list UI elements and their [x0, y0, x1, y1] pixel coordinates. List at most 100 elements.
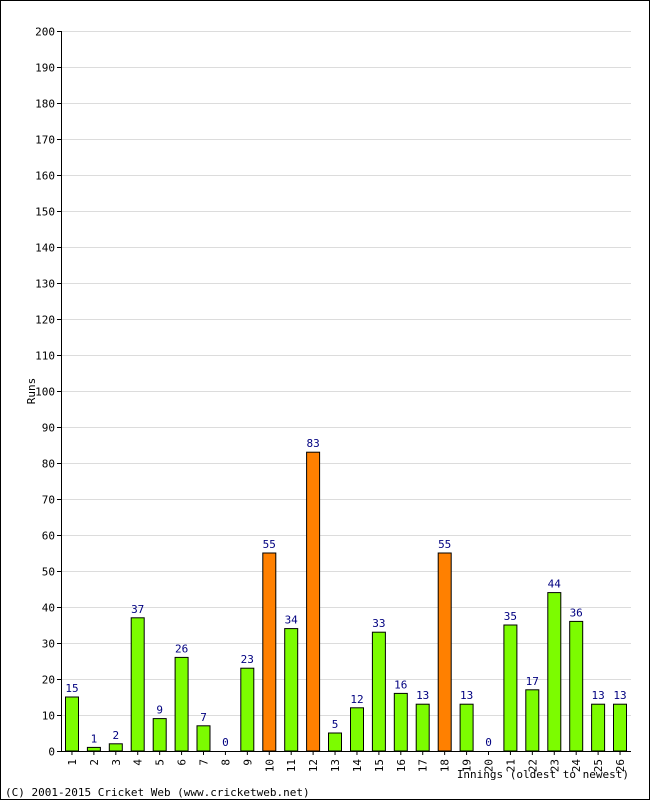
y-axis-label: Runs [25, 378, 38, 405]
bar [393, 692, 408, 752]
bar-value-label: 5 [332, 718, 339, 731]
bar [240, 667, 255, 752]
bar [525, 689, 540, 752]
x-tick-label: 1 [66, 759, 79, 766]
bar-value-label: 44 [548, 578, 562, 591]
y-tick-label: 40 [42, 602, 55, 615]
bar-value-label: 13 [591, 689, 604, 702]
bar-value-label: 13 [460, 689, 473, 702]
bar-value-label: 1 [91, 732, 98, 745]
y-tick-label: 10 [42, 710, 55, 723]
y-tick-label: 110 [35, 350, 55, 363]
bar [306, 451, 321, 752]
bar-value-label: 2 [112, 729, 119, 742]
bar-value-label: 12 [350, 693, 363, 706]
bar-value-label: 26 [175, 642, 188, 655]
bar-value-label: 16 [394, 678, 407, 691]
y-tick-label: 50 [42, 566, 55, 579]
bar-value-label: 55 [438, 538, 451, 551]
x-tick-label: 22 [526, 759, 539, 772]
x-tick-label: 24 [570, 759, 583, 773]
bar-value-label: 7 [200, 711, 207, 724]
x-tick-label: 3 [110, 759, 123, 766]
bar [152, 718, 167, 752]
y-tick-label: 200 [35, 26, 55, 39]
x-tick-label: 15 [373, 759, 386, 772]
y-tick-label: 90 [42, 422, 55, 435]
bar [350, 707, 364, 752]
bar-value-label: 83 [306, 437, 319, 450]
bar [503, 624, 518, 752]
y-tick-label: 190 [35, 62, 55, 75]
y-tick-label: 150 [35, 206, 55, 219]
bar-value-label: 17 [526, 675, 539, 688]
axes [57, 31, 631, 755]
x-tick-label: 9 [241, 759, 254, 766]
y-tick-label: 80 [42, 458, 55, 471]
x-tick-label: 17 [417, 759, 430, 772]
bar [262, 552, 277, 752]
copyright-text: (C) 2001-2015 Cricket Web (www.cricketwe… [5, 786, 310, 799]
y-tick-label: 100 [35, 386, 55, 399]
x-tick-label: 11 [285, 759, 298, 772]
bar-value-label: 9 [156, 704, 163, 717]
x-tick-label: 7 [198, 759, 211, 766]
x-tick-label: 19 [461, 759, 474, 772]
bar-value-label: 13 [416, 689, 429, 702]
bar [547, 592, 562, 752]
x-tick-label: 5 [154, 759, 167, 766]
y-tick-label: 130 [35, 278, 55, 291]
x-tick-label: 6 [176, 759, 189, 766]
bar [371, 631, 386, 752]
bar [196, 725, 211, 752]
x-tick-label: 13 [329, 759, 342, 772]
bar [284, 628, 299, 752]
grid-lines [61, 31, 631, 716]
bar-value-label: 34 [285, 614, 299, 627]
y-tick-label: 140 [35, 242, 55, 255]
bar-value-label: 0 [485, 736, 492, 749]
x-tick-label: 14 [351, 759, 364, 773]
x-tick-label: 23 [548, 759, 561, 772]
labels: 0102030405060708090100110120130140150160… [35, 26, 627, 773]
x-axis-label: Innings (oldest to newest) [457, 768, 629, 781]
bar-value-label: 55 [263, 538, 276, 551]
x-tick-label: 26 [614, 759, 627, 772]
y-tick-label: 160 [35, 170, 55, 183]
y-tick-label: 120 [35, 314, 55, 327]
bar [613, 703, 627, 752]
x-tick-label: 20 [483, 759, 496, 772]
bar [437, 552, 452, 752]
x-tick-label: 10 [263, 759, 276, 772]
y-tick-label: 180 [35, 98, 55, 111]
bar-value-label: 23 [241, 653, 254, 666]
y-tick-label: 170 [35, 134, 55, 147]
x-tick-label: 18 [439, 759, 452, 772]
bar [108, 743, 123, 752]
bars [65, 451, 627, 752]
bar [328, 732, 342, 752]
bar [130, 617, 145, 752]
bar [591, 703, 606, 752]
bar-value-label: 37 [131, 603, 144, 616]
x-tick-label: 21 [504, 759, 517, 772]
bar-value-label: 35 [504, 610, 517, 623]
x-tick-label: 16 [395, 759, 408, 772]
bar [459, 703, 474, 752]
bar-value-label: 13 [613, 689, 626, 702]
y-tick-label: 20 [42, 674, 55, 687]
bar [415, 703, 430, 752]
x-tick-label: 2 [88, 759, 101, 766]
x-tick-label: 12 [307, 759, 320, 772]
y-tick-label: 60 [42, 530, 55, 543]
x-tick-label: 4 [132, 759, 145, 766]
bar [65, 696, 79, 752]
y-tick-label: 30 [42, 638, 55, 651]
y-tick-label: 0 [48, 746, 55, 759]
x-tick-label: 25 [592, 759, 605, 772]
bar-value-label: 15 [65, 682, 78, 695]
x-tick-label: 8 [219, 759, 232, 766]
bar-value-label: 0 [222, 736, 229, 749]
